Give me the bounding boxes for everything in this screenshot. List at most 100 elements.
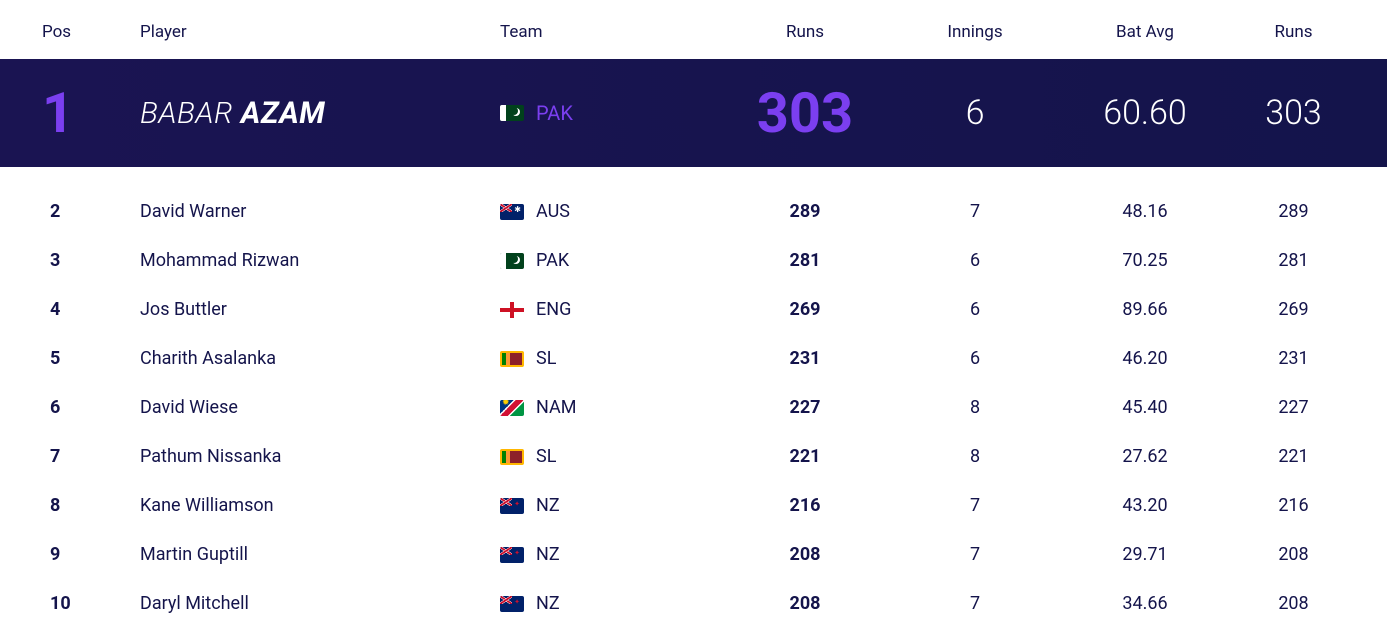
highlight-firstname: BABAR <box>140 96 233 131</box>
flag-icon <box>500 596 524 612</box>
row-player: Kane Williamson <box>120 495 500 516</box>
row-runs2: 216 <box>1230 495 1387 516</box>
row-runs2: 231 <box>1230 348 1387 369</box>
highlight-pos: 1 <box>0 80 120 146</box>
table-header-row: Pos Player Team Runs Innings Bat Avg Run… <box>0 10 1387 54</box>
row-runs1: 216 <box>720 495 890 516</box>
row-runs1: 227 <box>720 397 890 418</box>
header-runs1: Runs <box>720 22 890 42</box>
row-innings: 7 <box>890 593 1060 614</box>
flag-icon <box>500 498 524 514</box>
row-avg: 29.71 <box>1060 544 1230 565</box>
row-team: NZ <box>500 544 720 565</box>
row-runs2: 208 <box>1230 593 1387 614</box>
row-team: ENG <box>500 299 720 320</box>
row-pos: 4 <box>0 299 120 320</box>
row-team: NAM <box>500 397 720 418</box>
row-pos: 5 <box>0 348 120 369</box>
row-pos: 6 <box>0 397 120 418</box>
flag-icon <box>500 253 524 269</box>
table-row: 5 Charith Asalanka SL 231 6 46.20 231 <box>0 334 1387 383</box>
table-row: 2 David Warner AUS 289 7 48.16 289 <box>0 187 1387 236</box>
row-runs1: 208 <box>720 544 890 565</box>
row-team-code: NZ <box>536 495 560 516</box>
row-runs1: 281 <box>720 250 890 271</box>
row-player: Charith Asalanka <box>120 348 500 369</box>
row-runs1: 221 <box>720 446 890 467</box>
row-team-code: SL <box>536 446 556 467</box>
flag-icon <box>500 302 524 318</box>
row-avg: 48.16 <box>1060 201 1230 222</box>
table-row: 3 Mohammad Rizwan PAK 281 6 70.25 281 <box>0 236 1387 285</box>
row-runs1: 289 <box>720 201 890 222</box>
row-avg: 46.20 <box>1060 348 1230 369</box>
header-team: Team <box>500 22 720 42</box>
row-player: Martin Guptill <box>120 544 500 565</box>
row-pos: 9 <box>0 544 120 565</box>
row-player: Daryl Mitchell <box>120 593 500 614</box>
row-team: SL <box>500 348 720 369</box>
header-player: Player <box>120 22 500 42</box>
stats-table: Pos Player Team Runs Innings Bat Avg Run… <box>0 10 1387 628</box>
row-avg: 34.66 <box>1060 593 1230 614</box>
flag-icon <box>500 449 524 465</box>
row-player: Mohammad Rizwan <box>120 250 500 271</box>
row-innings: 8 <box>890 446 1060 467</box>
row-pos: 8 <box>0 495 120 516</box>
row-avg: 27.62 <box>1060 446 1230 467</box>
row-team: AUS <box>500 201 720 222</box>
highlight-team-code: PAK <box>536 101 573 125</box>
row-team-code: SL <box>536 348 556 369</box>
header-innings: Innings <box>890 22 1060 42</box>
row-team-code: NAM <box>536 397 576 418</box>
row-team-code: PAK <box>536 250 569 271</box>
row-runs2: 208 <box>1230 544 1387 565</box>
row-pos: 3 <box>0 250 120 271</box>
highlight-runs2: 303 <box>1230 93 1387 133</box>
row-runs2: 289 <box>1230 201 1387 222</box>
row-innings: 7 <box>890 201 1060 222</box>
highlight-innings: 6 <box>890 93 1060 133</box>
row-team-code: NZ <box>536 544 560 565</box>
row-innings: 7 <box>890 544 1060 565</box>
row-team-code: NZ <box>536 593 560 614</box>
row-innings: 6 <box>890 348 1060 369</box>
row-innings: 6 <box>890 250 1060 271</box>
flag-icon <box>500 547 524 563</box>
highlight-row: 1 BABAR AZAM PAK 303 6 60.60 303 <box>0 59 1387 167</box>
row-runs1: 208 <box>720 593 890 614</box>
flag-icon <box>500 204 524 220</box>
row-pos: 7 <box>0 446 120 467</box>
row-player: Jos Buttler <box>120 299 500 320</box>
row-runs1: 269 <box>720 299 890 320</box>
row-team: NZ <box>500 495 720 516</box>
row-team-code: AUS <box>536 201 570 222</box>
row-avg: 89.66 <box>1060 299 1230 320</box>
row-runs2: 221 <box>1230 446 1387 467</box>
header-pos: Pos <box>0 22 120 42</box>
flag-icon <box>500 400 524 416</box>
row-player: David Wiese <box>120 397 500 418</box>
row-innings: 8 <box>890 397 1060 418</box>
row-avg: 70.25 <box>1060 250 1230 271</box>
row-innings: 6 <box>890 299 1060 320</box>
rows-container: 2 David Warner AUS 289 7 48.16 289 3 Moh… <box>0 187 1387 628</box>
row-innings: 7 <box>890 495 1060 516</box>
row-pos: 2 <box>0 201 120 222</box>
row-runs2: 269 <box>1230 299 1387 320</box>
table-row: 4 Jos Buttler ENG 269 6 89.66 269 <box>0 285 1387 334</box>
row-pos: 10 <box>0 593 120 614</box>
row-team: NZ <box>500 593 720 614</box>
highlight-player: BABAR AZAM <box>120 96 500 131</box>
row-runs2: 227 <box>1230 397 1387 418</box>
table-row: 10 Daryl Mitchell NZ 208 7 34.66 208 <box>0 579 1387 628</box>
row-runs2: 281 <box>1230 250 1387 271</box>
row-team: PAK <box>500 250 720 271</box>
flag-icon <box>500 351 524 367</box>
table-row: 9 Martin Guptill NZ 208 7 29.71 208 <box>0 530 1387 579</box>
table-row: 7 Pathum Nissanka SL 221 8 27.62 221 <box>0 432 1387 481</box>
row-team: SL <box>500 446 720 467</box>
row-runs1: 231 <box>720 348 890 369</box>
highlight-lastname: AZAM <box>241 96 325 131</box>
table-row: 8 Kane Williamson NZ 216 7 43.20 216 <box>0 481 1387 530</box>
